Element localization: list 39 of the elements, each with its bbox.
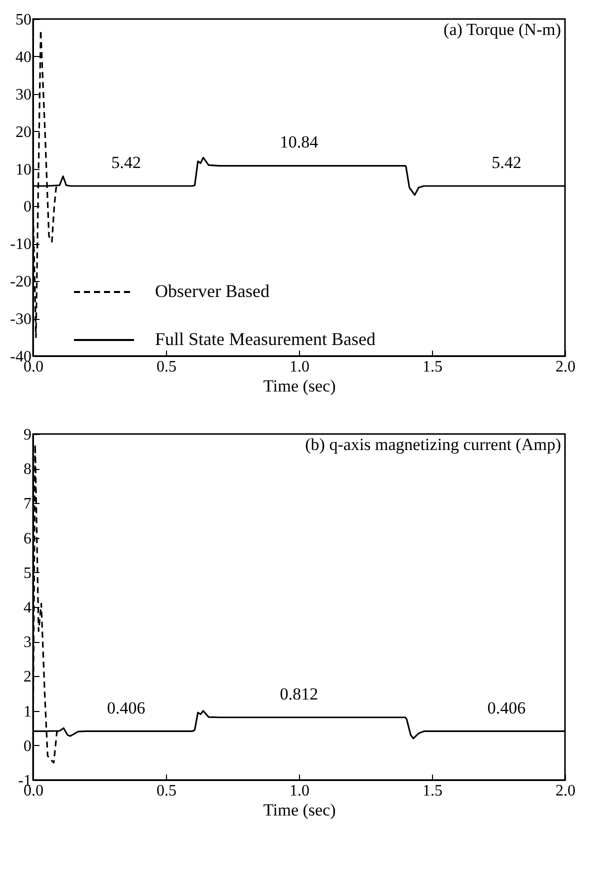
chart-title: (a) Torque (N-m) — [444, 20, 561, 39]
y-tick-label: 50 — [16, 12, 32, 28]
x-tick-label: 1.5 — [422, 782, 442, 800]
y-tick-label: 40 — [16, 48, 32, 66]
y-tick-label: -20 — [10, 274, 32, 291]
chart-title: (b) q-axis magnetizing current (Amp) — [305, 435, 561, 454]
y-tick-label: 1 — [24, 703, 32, 720]
annotation: 10.84 — [280, 132, 319, 152]
y-tick-label: 10 — [16, 161, 32, 178]
x-tick-label: 1.5 — [422, 358, 442, 376]
y-tick-label: 6 — [24, 530, 32, 548]
legend-label: Full State Measurement Based — [155, 329, 376, 349]
y-tick-label: 0 — [24, 198, 32, 216]
annotation: 0.406 — [487, 698, 526, 718]
y-tick-label: -10 — [10, 236, 32, 254]
x-axis-title: Time (sec) — [263, 376, 336, 396]
y-tick-label: 2 — [24, 668, 32, 686]
y-tick-label: 30 — [16, 86, 32, 104]
y-tick-label: 20 — [16, 124, 32, 141]
y-tick-label: 0 — [24, 738, 32, 755]
x-tick-label: 0.5 — [156, 782, 176, 800]
x-axis-title: Time (sec) — [263, 800, 336, 820]
annotation: 0.812 — [280, 684, 318, 704]
y-tick-label: 9 — [24, 426, 32, 444]
annotation: 0.406 — [106, 698, 146, 718]
annotation: 5.42 — [111, 152, 141, 172]
y-tick-label: 7 — [24, 496, 32, 513]
x-tick-label: 1.0 — [290, 782, 310, 800]
y-tick-label: -30 — [10, 311, 32, 328]
x-tick-label: 1.0 — [290, 358, 310, 376]
y-tick-label: 8 — [24, 461, 32, 478]
y-tick-label: 4 — [24, 600, 32, 616]
y-tick-label: 3 — [24, 634, 32, 652]
x-tick-label: 2.0 — [556, 782, 576, 800]
x-tick-label: 2.0 — [556, 358, 576, 376]
annotation: 5.42 — [492, 152, 522, 172]
y-tick-label: 5 — [24, 564, 32, 582]
legend-label: Observer Based — [155, 281, 270, 301]
x-tick-label: 0.5 — [156, 358, 176, 376]
